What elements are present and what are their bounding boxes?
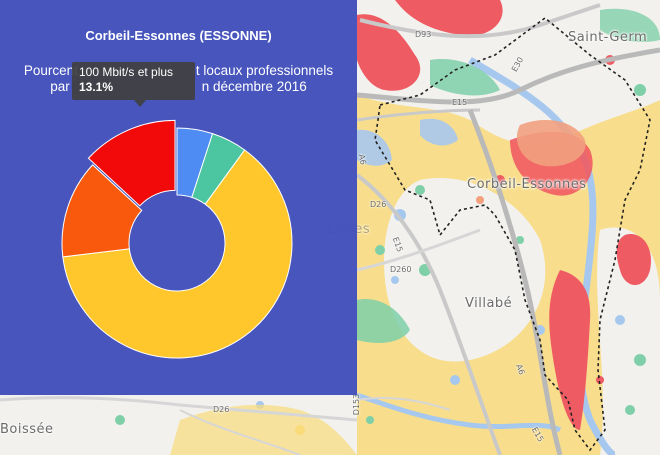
label-corbeil-essonnes: Corbeil-Essonnes [467,177,587,192]
road-label-e15a: E15 [452,98,468,107]
map-area-green-2 [430,59,500,96]
panel-subtitle-line-1: Pourcent t locaux professionnels [0,63,357,78]
road-label-d26b: D26 [213,405,230,414]
tooltip-value: 13.1% [79,80,114,94]
map-area-red-south [549,270,591,430]
map-area-red-top [395,0,503,36]
donut-slice-4[interactable] [87,119,176,207]
map-area-red-north [357,14,421,91]
river [468,56,617,455]
map-area-light [384,178,546,362]
panel-subtitle-line-2: par n décembre 2016 [0,79,357,94]
map-area-salmon [516,120,586,167]
map-roads [0,3,660,455]
tooltip-arrow [134,100,146,107]
map-area-green-1 [357,299,410,343]
road-label-d26a: D26 [370,200,387,209]
map-area-blue-2 [420,118,458,146]
label-boissee: Boissée [0,422,54,437]
road-label-d93: D93 [415,30,432,39]
road-label-a6a: A6 [356,153,368,166]
label-saint-germain: Saint-Germ [568,30,648,45]
map-area-blue-1 [357,129,392,166]
tooltip-label: 100 Mbit/s et plus [79,65,174,79]
map-area-green-3 [600,8,660,42]
road-label-d153: D153 [352,393,362,416]
subtitle-1-right: t locaux professionnels [195,63,334,78]
chart-tooltip: 100 Mbit/s et plus 13.1% [72,62,195,100]
road-label-d260: D260 [390,265,412,274]
panel-title: Corbeil-Essonnes (ESSONNE) [85,28,272,43]
map-area-light-2 [597,227,660,455]
subtitle-2-left: par [50,79,70,94]
map-area-red-east [616,234,651,285]
subtitle-1-left: Pourcent [23,63,78,78]
commune-boundary [374,16,651,452]
river-branch [356,392,562,433]
donut-chart[interactable] [0,0,357,395]
donut-slice-3[interactable] [61,164,143,258]
donut-slice-2[interactable] [62,149,293,359]
label-villabe: Villabé [465,296,513,311]
info-panel: Corbeil-Essonnes (ESSONNE) Pourcent t loc… [0,0,357,395]
subtitle-2-right: n décembre 2016 [201,79,307,94]
